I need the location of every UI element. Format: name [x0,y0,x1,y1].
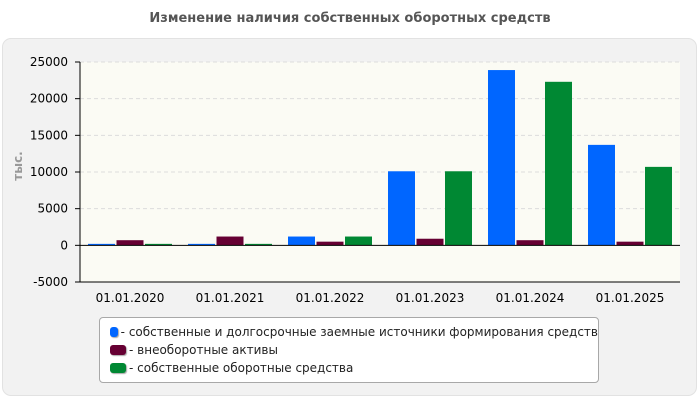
legend-item: - собственные и долгосрочные заемные ист… [110,323,598,341]
y-tick-label: 25000 [30,55,68,69]
y-tick-label: 0 [60,238,68,252]
bar-2-01.01.2022 [316,241,344,246]
bar-1-01.01.2024 [488,70,515,246]
x-tick-label: 01.01.2025 [596,291,665,305]
chart-legend: - собственные и долгосрочные заемные ист… [99,317,599,383]
x-tick-label: 01.01.2020 [96,291,165,305]
bar-3-01.01.2025 [645,166,672,246]
bar-2-01.01.2024 [516,240,544,246]
bar-3-01.01.2022 [345,236,372,246]
y-tick-label: 20000 [30,92,68,106]
legend-item: - внеоборотные активы [110,341,598,359]
y-tick-label: 15000 [30,128,68,142]
chart-title: Изменение наличия собственных оборотных … [149,11,551,26]
x-tick-label: 01.01.2022 [296,291,365,305]
bar-3-01.01.2024 [545,81,572,246]
bar-3-01.01.2020 [145,243,172,246]
y-tick-label: 5000 [37,202,68,216]
bar-2-01.01.2021 [216,236,244,246]
legend-swatch [110,345,126,355]
bar-1-01.01.2022 [288,236,315,246]
bar-1-01.01.2020 [88,243,115,246]
x-tick-label: 01.01.2023 [396,291,465,305]
y-tick-label: -5000 [33,275,68,289]
bar-2-01.01.2025 [616,241,644,246]
bar-3-01.01.2023 [445,171,472,246]
x-tick-label: 01.01.2021 [196,291,265,305]
legend-label: - собственные оборотные средства [129,361,354,375]
bar-1-01.01.2023 [388,171,415,246]
y-axis-label: тыс. [11,151,25,180]
legend-swatch [110,363,126,373]
y-tick-label: 10000 [30,165,68,179]
bar-1-01.01.2021 [188,243,215,246]
legend-swatch [110,327,118,337]
bar-3-01.01.2021 [245,243,272,246]
bar-2-01.01.2020 [116,240,144,246]
x-tick-label: 01.01.2024 [496,291,565,305]
bar-2-01.01.2023 [416,238,444,246]
bar-1-01.01.2025 [588,144,615,246]
legend-label: - собственные и долгосрочные заемные ист… [120,325,598,339]
legend-label: - внеоборотные активы [129,343,278,357]
legend-item: - собственные оборотные средства [110,359,598,377]
